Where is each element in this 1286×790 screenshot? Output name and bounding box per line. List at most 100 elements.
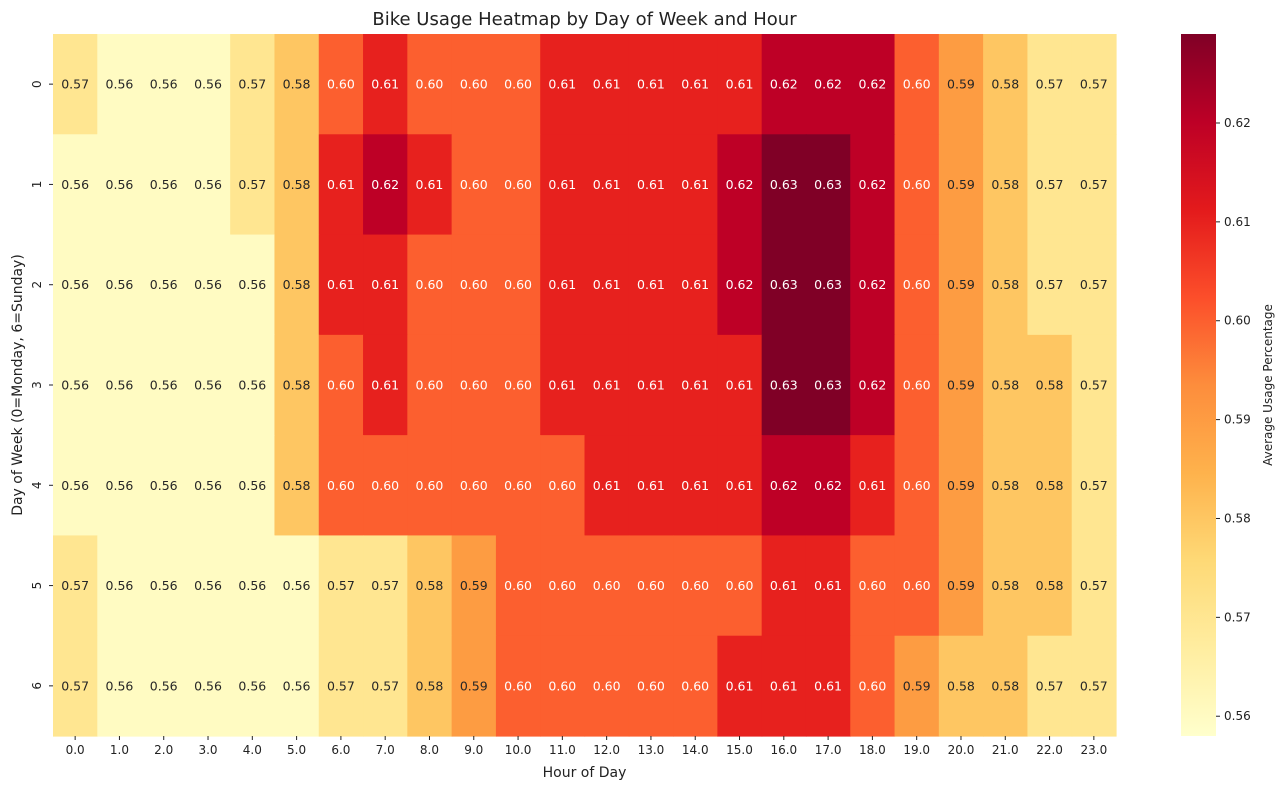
heatmap-cell — [850, 435, 896, 537]
cell-value-label: 0.59 — [947, 77, 975, 92]
heatmap-cell — [363, 334, 408, 436]
heatmap-cell — [1027, 635, 1073, 737]
heatmap-cell — [894, 334, 940, 436]
heatmap-cell — [805, 334, 851, 436]
cell-value-label: 0.63 — [814, 277, 842, 292]
cell-value-label: 0.56 — [238, 378, 266, 393]
heatmap-cell — [407, 234, 453, 336]
heatmap-cells — [53, 34, 1117, 737]
heatmap-cell — [53, 635, 98, 737]
cell-value-label: 0.61 — [726, 478, 754, 493]
heatmap-cell — [850, 535, 896, 637]
heatmap-cell — [363, 34, 408, 135]
cell-value-label: 0.56 — [150, 177, 178, 192]
heatmap-cell — [938, 34, 984, 135]
heatmap-cell — [230, 234, 276, 336]
cell-value-label: 0.60 — [681, 678, 709, 693]
cell-value-label: 0.57 — [1080, 378, 1108, 393]
heatmap-cell — [673, 34, 718, 135]
cell-value-label: 0.58 — [991, 177, 1019, 192]
cell-value-label: 0.61 — [548, 277, 576, 292]
cell-value-label: 0.59 — [947, 578, 975, 593]
heatmap-cell — [141, 234, 187, 336]
cell-value-label: 0.56 — [150, 478, 178, 493]
heatmap-cell — [318, 134, 364, 236]
cell-value-label: 0.57 — [371, 678, 399, 693]
cell-value-label: 0.63 — [770, 277, 798, 292]
heatmap-cell — [540, 635, 586, 737]
heatmap-cell — [673, 234, 718, 336]
cell-value-label: 0.61 — [637, 177, 665, 192]
heatmap-cell — [805, 435, 851, 537]
cell-value-label: 0.58 — [991, 77, 1019, 92]
heatmap-cell — [938, 234, 984, 336]
heatmap-cell — [53, 234, 98, 336]
x-tick-label: 21.0 — [992, 743, 1019, 757]
cell-value-label: 0.57 — [61, 678, 89, 693]
cell-value-label: 0.61 — [770, 678, 798, 693]
cell-value-label: 0.61 — [681, 378, 709, 393]
x-axis-ticks: 0.0 1.0 2.0 3.0 4.0 5.0 6.0 7.0 8.0 9.0 10.0 11.0 12… — [66, 736, 1107, 757]
cell-value-label: 0.60 — [416, 378, 444, 393]
heatmap-cell — [407, 34, 453, 135]
cell-value-label: 0.61 — [681, 478, 709, 493]
heatmap-cell — [894, 234, 940, 336]
cell-value-label: 0.58 — [283, 478, 311, 493]
cell-value-label: 0.58 — [1036, 578, 1064, 593]
heatmap-cell — [495, 435, 541, 537]
cell-value-label: 0.56 — [150, 77, 178, 92]
cell-value-label: 0.61 — [637, 77, 665, 92]
cell-value-label: 0.56 — [106, 77, 134, 92]
cell-value-label: 0.62 — [858, 378, 886, 393]
cell-value-label: 0.61 — [726, 77, 754, 92]
cell-value-label: 0.56 — [106, 177, 134, 192]
heatmap-cell — [894, 535, 940, 637]
cell-value-label: 0.60 — [903, 77, 931, 92]
x-tick-label: 17.0 — [815, 743, 842, 757]
cell-value-label: 0.60 — [903, 177, 931, 192]
heatmap-cell — [805, 234, 851, 336]
cell-value-label: 0.61 — [770, 578, 798, 593]
heatmap-cell — [141, 34, 187, 135]
cell-value-label: 0.60 — [416, 277, 444, 292]
cell-value-label: 0.58 — [283, 177, 311, 192]
heatmap-cell — [717, 635, 763, 737]
heatmap-cell — [451, 34, 497, 135]
cell-value-label: 0.56 — [150, 578, 178, 593]
heatmap-cell — [451, 635, 497, 737]
cell-value-label: 0.60 — [504, 578, 532, 593]
cell-value-label: 0.56 — [106, 478, 134, 493]
heatmap-cell — [318, 435, 364, 537]
y-tick-label: 1 — [30, 181, 44, 189]
cell-value-label: 0.60 — [504, 77, 532, 92]
cell-value-label: 0.59 — [903, 678, 931, 693]
cell-value-label: 0.60 — [327, 378, 355, 393]
cell-value-label: 0.62 — [814, 77, 842, 92]
heatmap-cell — [761, 635, 807, 737]
cell-value-label: 0.60 — [681, 578, 709, 593]
heatmap-cell — [1071, 234, 1117, 336]
heatmap-cell — [53, 34, 98, 135]
heatmap-cell — [230, 635, 276, 737]
y-tick-label: 2 — [30, 281, 44, 289]
x-tick-label: 20.0 — [948, 743, 975, 757]
cell-value-label: 0.59 — [460, 678, 488, 693]
cell-value-label: 0.59 — [947, 378, 975, 393]
heatmap-cell — [540, 234, 586, 336]
cell-value-label: 0.61 — [593, 77, 621, 92]
heatmap-cell — [983, 435, 1029, 537]
cell-value-label: 0.61 — [548, 378, 576, 393]
cell-value-label: 0.60 — [327, 77, 355, 92]
heatmap-cell — [363, 234, 408, 336]
y-tick-label: 0 — [30, 80, 44, 88]
heatmap-cell — [230, 435, 276, 537]
heatmap-cell — [407, 635, 453, 737]
x-tick-label: 15.0 — [726, 743, 753, 757]
x-tick-label: 1.0 — [110, 743, 129, 757]
cell-value-label: 0.62 — [371, 177, 399, 192]
cell-value-label: 0.56 — [194, 578, 222, 593]
heatmap-cell — [1027, 435, 1073, 537]
heatmap-cell — [97, 134, 143, 236]
cell-value-label: 0.60 — [327, 478, 355, 493]
heatmap-cell — [628, 34, 674, 135]
